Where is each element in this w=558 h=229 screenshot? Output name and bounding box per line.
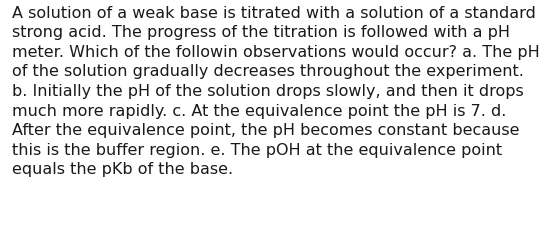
Text: A solution of a weak base is titrated with a solution of a standard
strong acid.: A solution of a weak base is titrated wi… [12,6,540,177]
